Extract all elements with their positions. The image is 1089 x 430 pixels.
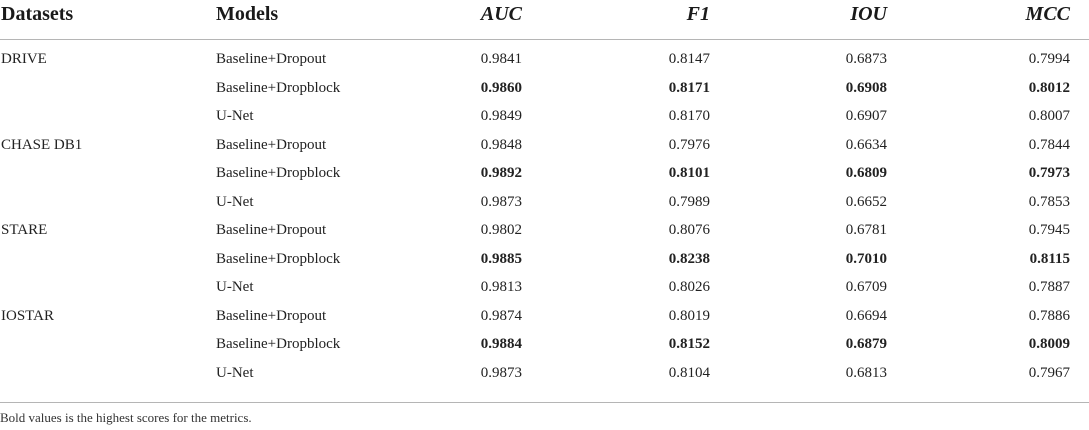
auc-cell: 0.9802 xyxy=(480,222,522,238)
model-cell: Baseline+Dropblock xyxy=(216,165,341,181)
mcc-cell: 0.8007 xyxy=(1028,108,1070,124)
table-row: Baseline+Dropblock 0.9892 0.8101 0.6809 0.79… xyxy=(0,161,1089,190)
iou-cell: 0.6879 xyxy=(845,336,887,352)
f1-cell: 0.8171 xyxy=(668,79,710,96)
model-cell: U-Net xyxy=(216,364,254,381)
f1-cell: 0.7989 xyxy=(668,193,710,210)
model-cell: U-Net xyxy=(216,108,254,124)
mcc-cell: 0.7887 xyxy=(1028,279,1070,295)
model-cell: Baseline+Dropblock xyxy=(216,250,341,267)
iou-cell: 0.6652 xyxy=(845,193,887,210)
header-mcc: MCC xyxy=(1025,3,1070,25)
f1-cell: 0.7976 xyxy=(668,136,710,153)
f1-cell: 0.8152 xyxy=(668,336,710,352)
table-row: STARE Baseline+Dropout 0.9802 0.8076 0.6781 0… xyxy=(0,218,1089,247)
dataset-cell: IOSTAR xyxy=(1,307,54,324)
auc-cell: 0.9873 xyxy=(480,364,522,381)
auc-cell: 0.9884 xyxy=(480,336,522,352)
header-auc: AUC xyxy=(480,3,522,25)
iou-cell: 0.6873 xyxy=(845,51,887,67)
header-divider xyxy=(0,39,1089,40)
model-cell: Baseline+Dropblock xyxy=(216,79,341,96)
iou-cell: 0.6907 xyxy=(845,108,887,124)
model-cell: Baseline+Dropout xyxy=(216,136,327,153)
table-body: DRIVE Baseline+Dropout 0.9841 0.8147 0.6873 0… xyxy=(0,47,1089,389)
model-cell: Baseline+Dropout xyxy=(216,307,327,324)
model-cell: U-Net xyxy=(216,279,254,295)
mcc-cell: 0.8012 xyxy=(1028,79,1070,96)
f1-cell: 0.8238 xyxy=(668,250,710,267)
mcc-cell: 0.7886 xyxy=(1028,307,1070,324)
iou-cell: 0.6634 xyxy=(845,136,887,153)
auc-cell: 0.9892 xyxy=(480,165,522,181)
iou-cell: 0.6813 xyxy=(845,364,887,381)
table-footnote: Bold values is the highest scores for th… xyxy=(0,410,252,425)
auc-cell: 0.9849 xyxy=(480,108,522,124)
mcc-cell: 0.7945 xyxy=(1028,222,1070,238)
auc-cell: 0.9848 xyxy=(480,136,522,153)
dataset-cell: STARE xyxy=(1,222,48,238)
auc-cell: 0.9841 xyxy=(480,51,522,67)
table-row: Baseline+Dropblock 0.9860 0.8171 0.6908 0.80… xyxy=(0,76,1089,105)
f1-cell: 0.8147 xyxy=(668,51,710,67)
table-bottom-rule xyxy=(0,402,1089,403)
header-datasets: Datasets xyxy=(1,3,74,25)
auc-cell: 0.9874 xyxy=(480,307,522,324)
auc-cell: 0.9885 xyxy=(480,250,522,267)
f1-cell: 0.8170 xyxy=(668,108,710,124)
table-row: DRIVE Baseline+Dropout 0.9841 0.8147 0.6873 0… xyxy=(0,47,1089,76)
model-cell: Baseline+Dropblock xyxy=(216,336,341,352)
dataset-cell: DRIVE xyxy=(1,51,47,67)
iou-cell: 0.6809 xyxy=(845,165,887,181)
mcc-cell: 0.7973 xyxy=(1028,165,1070,181)
table-row: U-Net 0.9873 0.8104 0.6813 0.7967 xyxy=(0,361,1089,390)
mcc-cell: 0.8009 xyxy=(1028,336,1070,352)
table-header: Datasets Models AUC F1 IOU MCC xyxy=(0,0,1089,40)
f1-cell: 0.8026 xyxy=(668,279,710,295)
table-row: Baseline+Dropblock 0.9885 0.8238 0.7010 0.81… xyxy=(0,247,1089,276)
iou-cell: 0.6694 xyxy=(845,307,887,324)
mcc-cell: 0.7853 xyxy=(1028,193,1070,210)
mcc-cell: 0.7994 xyxy=(1028,51,1070,67)
f1-cell: 0.8076 xyxy=(668,222,710,238)
auc-cell: 0.9860 xyxy=(480,79,522,96)
model-cell: Baseline+Dropout xyxy=(216,222,327,238)
table-row: IOSTAR Baseline+Dropout 0.9874 0.8019 0.6694… xyxy=(0,304,1089,333)
header-iou: IOU xyxy=(850,3,887,25)
table-row: Baseline+Dropblock 0.9884 0.8152 0.6879 0.80… xyxy=(0,332,1089,361)
mcc-cell: 0.7844 xyxy=(1028,136,1070,153)
header-f1: F1 xyxy=(686,3,710,25)
auc-cell: 0.9813 xyxy=(480,279,522,295)
mcc-cell: 0.8115 xyxy=(1029,250,1070,267)
header-models: Models xyxy=(216,3,279,25)
model-cell: Baseline+Dropout xyxy=(216,51,327,67)
table-row: U-Net 0.9873 0.7989 0.6652 0.7853 xyxy=(0,190,1089,219)
f1-cell: 0.8104 xyxy=(668,364,710,381)
table-row: U-Net 0.9849 0.8170 0.6907 0.8007 xyxy=(0,104,1089,133)
f1-cell: 0.8101 xyxy=(668,165,710,181)
model-cell: U-Net xyxy=(216,193,254,210)
iou-cell: 0.6709 xyxy=(845,279,887,295)
iou-cell: 0.7010 xyxy=(845,250,887,267)
mcc-cell: 0.7967 xyxy=(1028,364,1070,381)
f1-cell: 0.8019 xyxy=(668,307,710,324)
dataset-cell: CHASE DB1 xyxy=(1,136,83,153)
auc-cell: 0.9873 xyxy=(480,193,522,210)
iou-cell: 0.6781 xyxy=(845,222,887,238)
table-row: CHASE DB1 Baseline+Dropout 0.9848 0.7976 0.6… xyxy=(0,133,1089,162)
iou-cell: 0.6908 xyxy=(845,79,887,96)
table-row: U-Net 0.9813 0.8026 0.6709 0.7887 xyxy=(0,275,1089,304)
